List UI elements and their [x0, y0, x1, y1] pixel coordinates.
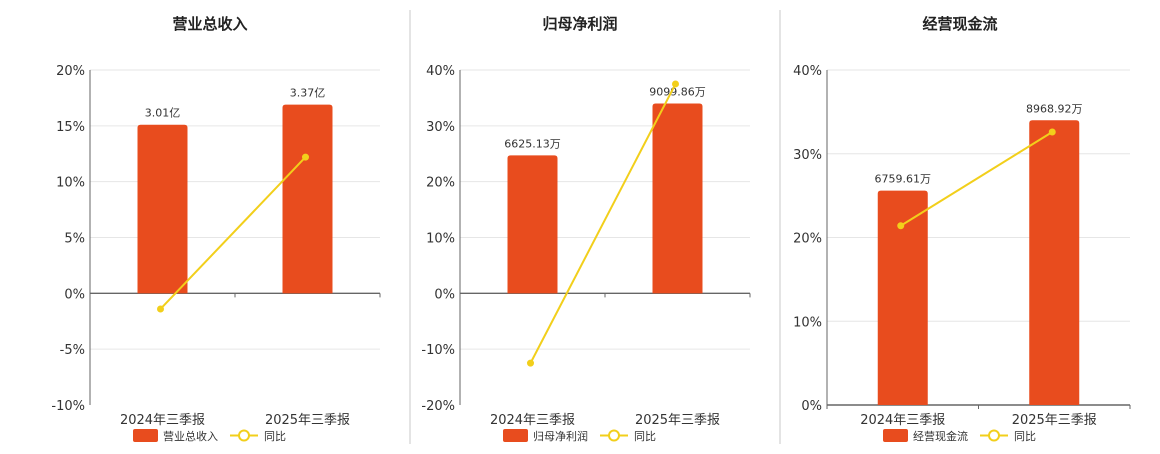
legend-bar-label: 经营现金流	[913, 429, 968, 443]
y-tick-label: 15%	[56, 120, 85, 135]
x-category-label: 2025年三季报	[1012, 413, 1097, 428]
legend: 经营现金流 同比	[883, 429, 1036, 443]
y-tick-label: 10%	[56, 176, 85, 191]
yoy-point[interactable]	[1048, 128, 1056, 136]
bar[interactable]	[877, 190, 928, 405]
legend-line-marker	[608, 429, 620, 442]
legend-line-marker	[238, 429, 250, 442]
yoy-line	[159, 156, 307, 310]
chart-title: 归母净利润	[542, 15, 617, 33]
bar[interactable]	[137, 124, 188, 294]
yoy-point[interactable]	[527, 359, 534, 367]
bar-data-label: 9099.86万	[649, 86, 706, 99]
chart-panel: 营业总收入 -10% -5% 0% 5% 10% 15% 20% 3.01亿 3.37亿 2024年…	[51, 15, 381, 443]
chart-title: 营业总收入	[172, 15, 247, 33]
yoy-point[interactable]	[157, 305, 164, 313]
legend: 营业总收入 同比	[133, 429, 286, 443]
y-tick-label: 0%	[64, 287, 85, 302]
y-tick-label: -5%	[60, 343, 85, 358]
bar-data-label: 6625.13万	[504, 137, 561, 150]
x-category-label: 2024年三季报	[860, 413, 945, 428]
y-tick-label: -20%	[421, 399, 455, 414]
x-category-label: 2025年三季报	[265, 413, 350, 428]
bar[interactable]	[507, 155, 558, 294]
yoy-line	[529, 83, 677, 364]
y-tick-label: 10%	[793, 315, 822, 330]
y-tick-label: 40%	[426, 64, 455, 79]
y-tick-label: 0%	[434, 287, 455, 302]
bar-data-label: 3.01亿	[145, 107, 181, 120]
chart-panel: 经营现金流 0% 10% 20% 30% 40% 6759.61万 8968.92万 2024年…	[793, 15, 1131, 443]
y-tick-label: -10%	[51, 399, 85, 414]
x-category-label: 2024年三季报	[120, 413, 205, 428]
yoy-point[interactable]	[302, 153, 309, 161]
chart-panel: 归母净利润 -20% -10% 0% 10% 20% 30% 40% 6625.13万 9099.…	[421, 15, 751, 443]
yoy-point[interactable]	[897, 222, 905, 230]
bar-data-label: 3.37亿	[290, 87, 326, 100]
legend-line-marker	[988, 429, 1000, 442]
legend-bar-label: 营业总收入	[163, 429, 218, 443]
legend-bar-label: 归母净利润	[533, 429, 588, 443]
legend-bar-swatch	[883, 429, 908, 442]
y-tick-label: 5%	[64, 232, 85, 247]
x-category-label: 2025年三季报	[635, 413, 720, 428]
y-tick-label: 0%	[801, 399, 822, 414]
bar-data-label: 8968.92万	[1026, 102, 1083, 115]
legend-line-label: 同比	[264, 430, 286, 443]
y-tick-label: 30%	[426, 120, 455, 135]
bar[interactable]	[1029, 120, 1080, 405]
bar-data-label: 6759.61万	[875, 173, 932, 186]
legend-line-label: 同比	[1014, 430, 1036, 443]
legend: 归母净利润 同比	[503, 429, 656, 443]
y-tick-label: 20%	[793, 232, 822, 247]
bar[interactable]	[282, 104, 333, 294]
chart-title: 经营现金流	[922, 15, 997, 33]
bar[interactable]	[652, 103, 703, 294]
y-tick-label: 20%	[426, 176, 455, 191]
x-category-label: 2024年三季报	[490, 413, 575, 428]
legend-bar-swatch	[133, 429, 158, 442]
legend-bar-swatch	[503, 429, 528, 442]
y-tick-label: 40%	[793, 64, 822, 79]
yoy-point[interactable]	[672, 80, 679, 88]
yoy-line	[900, 131, 1053, 227]
y-tick-label: -10%	[421, 343, 455, 358]
legend-line-label: 同比	[634, 430, 656, 443]
y-tick-label: 30%	[793, 148, 822, 163]
y-tick-label: 10%	[426, 232, 455, 247]
y-tick-label: 20%	[56, 64, 85, 79]
